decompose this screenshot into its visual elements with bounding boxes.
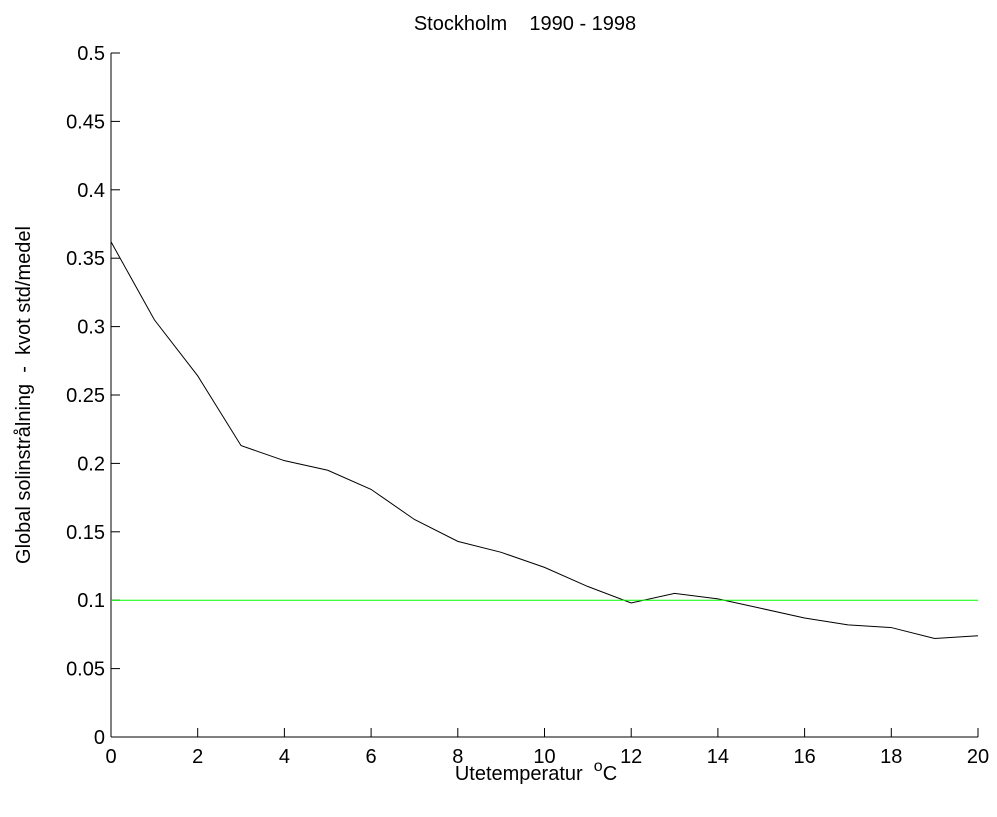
x-tick-label: 2 bbox=[192, 746, 203, 768]
y-tick-label: 0.45 bbox=[66, 111, 105, 133]
y-tick-label: 0.05 bbox=[66, 659, 105, 681]
x-tick-label: 20 bbox=[967, 746, 989, 768]
x-tick-label: 4 bbox=[279, 746, 290, 768]
y-tick-label: 0.1 bbox=[77, 590, 105, 612]
x-tick-label: 10 bbox=[533, 746, 555, 768]
y-tick-label: 0.3 bbox=[77, 317, 105, 339]
x-label-superscript: o bbox=[594, 758, 603, 775]
y-tick-label: 0.4 bbox=[77, 180, 105, 202]
x-tick-label: 8 bbox=[452, 746, 463, 768]
x-label-unit: C bbox=[603, 763, 617, 785]
x-tick-label: 16 bbox=[793, 746, 815, 768]
y-tick-label: 0.2 bbox=[77, 453, 105, 475]
y-tick-label: 0.25 bbox=[66, 385, 105, 407]
x-tick-label: 18 bbox=[880, 746, 902, 768]
x-tick-label: 14 bbox=[707, 746, 729, 768]
x-axis-label: Utetemperatur oC bbox=[455, 758, 617, 785]
y-tick-label: 0.35 bbox=[66, 248, 105, 270]
y-tick-label: 0.15 bbox=[66, 522, 105, 544]
y-axis-label: Global solinstrålning - kvot std/medel bbox=[13, 226, 35, 564]
x-tick-label: 12 bbox=[620, 746, 642, 768]
y-tick-label: 0 bbox=[94, 727, 105, 749]
chart-title: Stockholm 1990 - 1998 bbox=[414, 13, 636, 35]
x-label-text: Utetemperatur bbox=[455, 763, 594, 785]
y-tick-label: 0.5 bbox=[77, 43, 105, 65]
data-line bbox=[110, 241, 979, 640]
x-tick-label: 0 bbox=[105, 746, 116, 768]
x-tick-label: 6 bbox=[366, 746, 377, 768]
